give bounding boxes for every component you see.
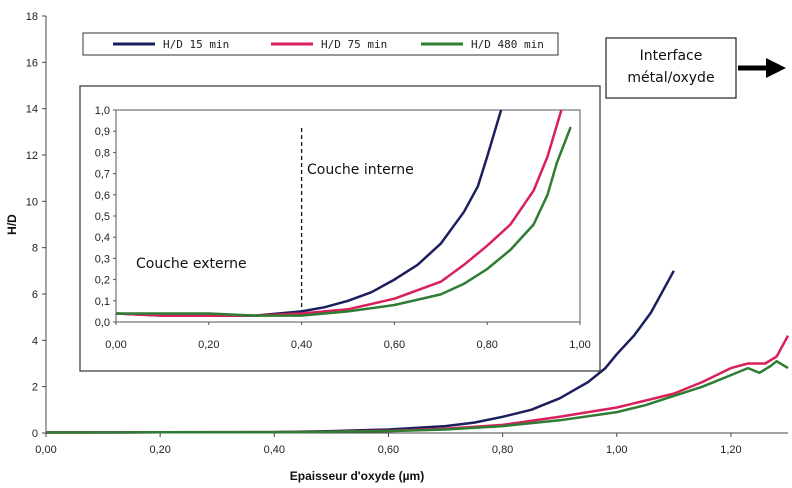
x-tick-label: 0,00 [35,444,56,456]
couche-externe-label: Couche externe [136,256,247,272]
inset-y-tick-label: 1,0 [95,105,110,117]
y-tick-label: 0 [32,428,38,440]
inset-y-tick-label: 0,0 [95,317,110,329]
inset-x-tick-label: 0,60 [384,339,405,351]
interface-label-line: métal/oxyde [627,70,714,86]
inset-x-tick-label: 1,00 [569,339,590,351]
y-tick-label: 4 [32,335,38,347]
x-axis-title: Epaisseur d'oxyde (µm) [290,469,424,483]
inset-y-tick-label: 0,6 [95,190,110,202]
inset-y-tick-label: 0,9 [95,126,110,138]
x-tick-label: 0,40 [264,444,285,456]
inset-x-tick-label: 0,20 [198,339,219,351]
y-tick-label: 8 [32,243,38,255]
inset-y-tick-label: 0,4 [95,232,110,244]
legend-label-2: H/D 480 min [471,38,544,51]
inset-y-tick-label: 0,1 [95,296,110,308]
legend-label-1: H/D 75 min [321,38,387,51]
y-tick-label: 2 [32,382,38,394]
inset-x-tick-label: 0,00 [105,339,126,351]
y-tick-label: 6 [32,289,38,301]
y-tick-label: 14 [26,104,38,116]
y-axis-title: H/D [5,214,19,235]
y-tick-label: 10 [26,196,38,208]
y-tick-label: 16 [26,57,38,69]
x-tick-label: 0,80 [492,444,513,456]
inset-y-tick-label: 0,8 [95,147,110,159]
interface-arrow-head [766,58,786,78]
y-tick-label: 18 [26,11,38,23]
x-tick-label: 1,00 [606,444,627,456]
inset-x-tick-label: 0,80 [476,339,497,351]
interface-label-line: Interface [640,48,703,64]
inset-y-tick-label: 0,2 [95,275,110,287]
inset-y-tick-label: 0,7 [95,169,110,181]
inset-plot: 0,0 0,1 0,2 0,3 0,4 0,5 0,6 0,7 0,8 0,9 1,0 0,00 0,2… [79,85,601,372]
x-tick-label: 1,20 [720,444,741,456]
legend-box [82,32,559,56]
couche-interne-label: Couche interne [307,162,414,178]
interface-box [605,37,737,99]
inset-frame [79,85,601,372]
y-tick-label: 12 [26,150,38,162]
interface-annotation: Interface métal/oxyde [605,37,786,99]
x-tick-label: 0,60 [378,444,399,456]
legend: H/D 15 min H/D 75 min H/D 480 min [82,32,559,56]
inset-y-tick-label: 0,5 [95,211,110,223]
legend-label-0: H/D 15 min [163,38,229,51]
x-tick-label: 0,20 [149,444,170,456]
inset-series-line-2 [116,126,572,317]
main-series-line-2 [45,359,789,434]
inset-x-tick-label: 0,40 [291,339,312,351]
inset-y-tick-label: 0,3 [95,253,110,265]
main-plot: 0 2 4 6 8 10 12 14 16 18 0,00 0,20 0,40 0,60 0,80 1,00 1… [5,11,790,483]
inset-series-line-1 [115,109,563,317]
